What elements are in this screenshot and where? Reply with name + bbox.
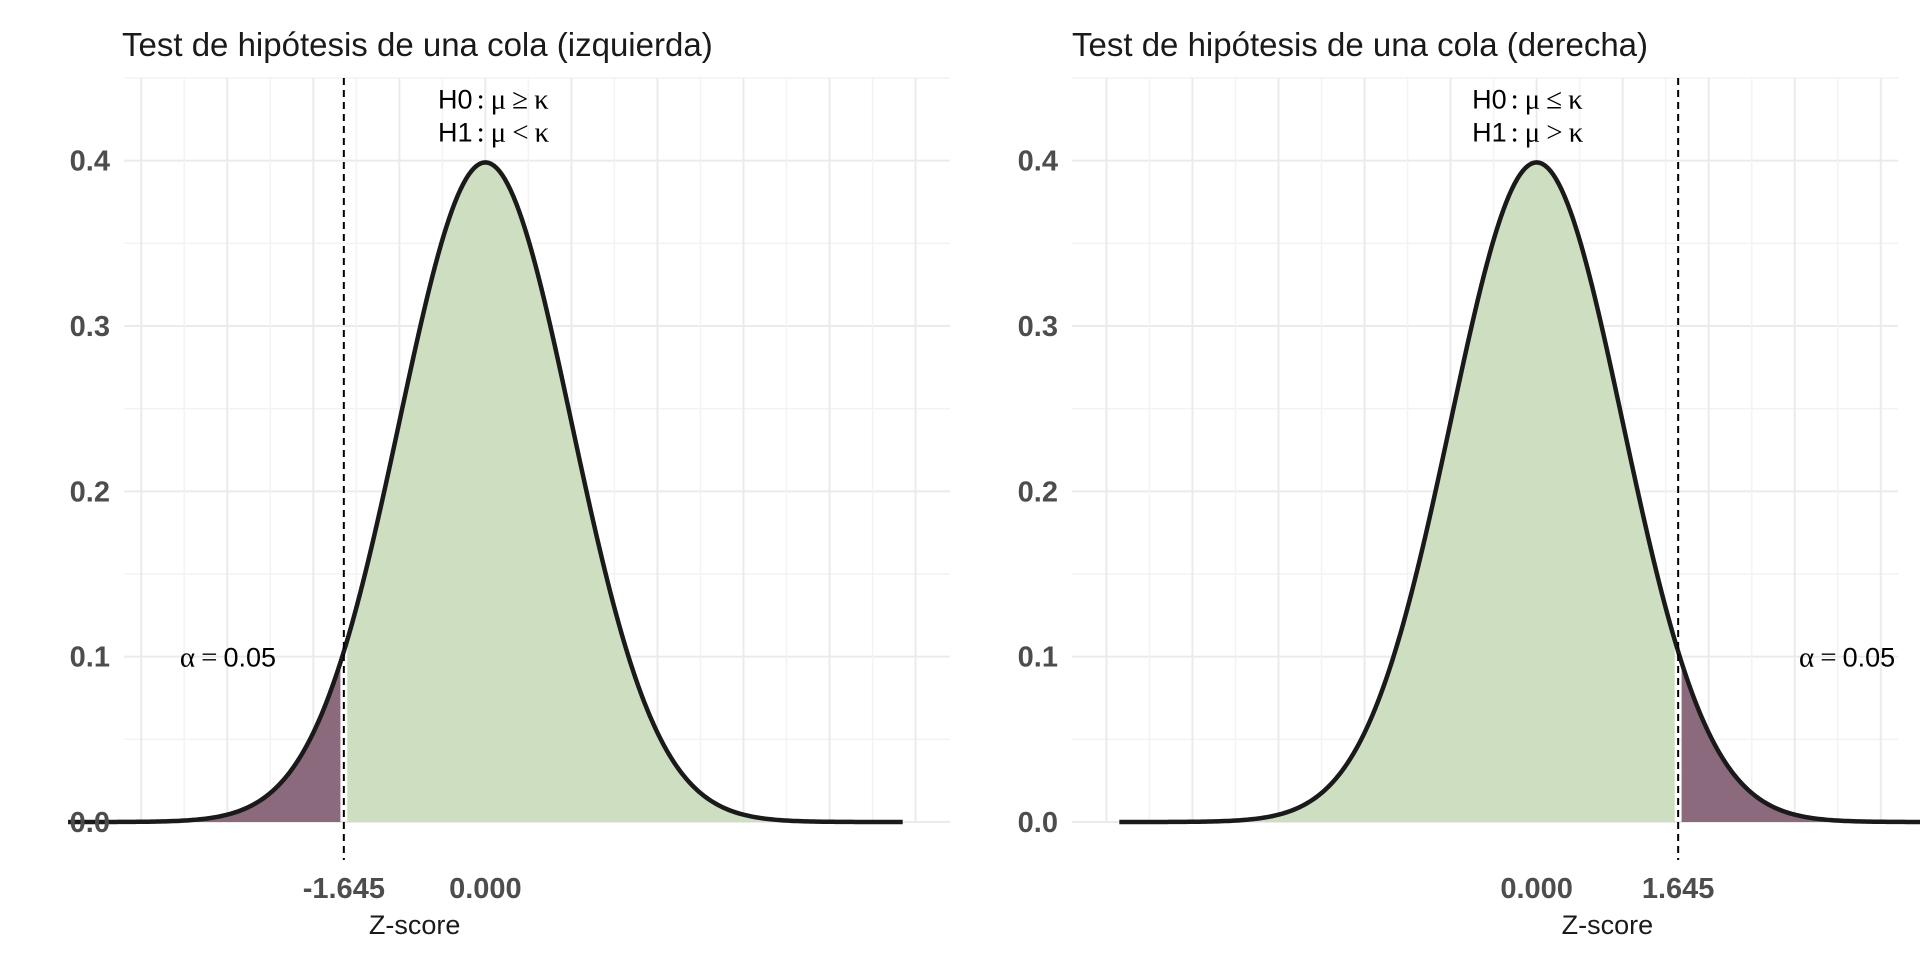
hypothesis-colon: : xyxy=(477,84,485,116)
hypothesis-operator: ≤ xyxy=(1546,84,1562,116)
hypothesis-kappa: κ xyxy=(535,117,550,149)
y-tick-label: 0.2 xyxy=(70,476,110,508)
rejection-region xyxy=(1681,662,1920,822)
x-axis-label: Z-score xyxy=(1562,910,1654,940)
y-tick-label: 0.3 xyxy=(70,311,110,343)
hypothesis-name: H0 xyxy=(438,85,473,115)
y-tick-label: 0.0 xyxy=(70,807,110,839)
density-curve xyxy=(68,160,903,825)
hypothesis-name: H1 xyxy=(438,118,473,148)
hypothesis-mu: μ xyxy=(1525,117,1541,149)
hypothesis-colon: : xyxy=(477,117,485,149)
chart-title: Test de hipótesis de una cola (izquierda… xyxy=(122,26,713,63)
alpha-value: 0.05 xyxy=(1843,643,1896,673)
alpha-label: α = 0.05 xyxy=(180,642,276,674)
hypothesis-kappa: κ xyxy=(1569,117,1584,149)
y-tick-label: 0.4 xyxy=(70,146,110,178)
chart-title: Test de hipótesis de una cola (derecha) xyxy=(1072,26,1648,63)
density-curve xyxy=(1119,160,1920,825)
alpha-symbol: α xyxy=(180,642,195,674)
hypothesis-mu: μ xyxy=(1525,84,1541,116)
hypothesis-colon: : xyxy=(1511,84,1519,116)
hypothesis-operator: < xyxy=(512,117,528,149)
rejection-region xyxy=(68,662,341,822)
y-tick-label: 0.1 xyxy=(70,642,110,674)
acceptance-region xyxy=(1119,162,1675,822)
x-tick-label: -1.645 xyxy=(303,873,385,905)
alpha-equals: = xyxy=(1820,642,1836,674)
hypothesis-mu: μ xyxy=(491,117,507,149)
alpha-equals: = xyxy=(201,642,217,674)
hypothesis-colon: : xyxy=(1511,117,1519,149)
x-axis-label: Z-score xyxy=(369,910,461,940)
hypothesis-h1: H1: μ < κ xyxy=(438,117,550,149)
y-tick-label: 0.2 xyxy=(1018,476,1058,508)
acceptance-region xyxy=(347,162,903,822)
chart-panel-right: Test de hipótesis de una cola (derecha) 0… xyxy=(1018,26,1920,940)
alpha-symbol: α xyxy=(1799,642,1814,674)
x-tick-label: 0.000 xyxy=(449,873,522,905)
chart-panel-left: Test de hipótesis de una cola (izquierda… xyxy=(68,26,950,940)
hypothesis-h0: H0: μ ≤ κ xyxy=(1472,84,1583,116)
hypothesis-name: H0 xyxy=(1472,85,1507,115)
y-tick-label: 0.1 xyxy=(1018,642,1058,674)
hypothesis-operator: ≥ xyxy=(512,84,528,116)
alpha-label: α = 0.05 xyxy=(1799,642,1895,674)
hypothesis-operator: > xyxy=(1546,117,1562,149)
hypothesis-h0: H0: μ ≥ κ xyxy=(438,84,549,116)
alpha-value: 0.05 xyxy=(223,643,276,673)
hypothesis-kappa: κ xyxy=(1568,84,1583,116)
y-tick-label: 0.3 xyxy=(1018,311,1058,343)
hypothesis-name: H1 xyxy=(1472,118,1507,148)
hypothesis-h1: H1: μ > κ xyxy=(1472,117,1584,149)
x-tick-label: 1.645 xyxy=(1642,873,1715,905)
hypothesis-kappa: κ xyxy=(534,84,549,116)
y-tick-label: 0.4 xyxy=(1018,146,1058,178)
x-tick-label: 0.000 xyxy=(1500,873,1573,905)
y-tick-label: 0.0 xyxy=(1018,807,1058,839)
hypothesis-mu: μ xyxy=(491,84,507,116)
